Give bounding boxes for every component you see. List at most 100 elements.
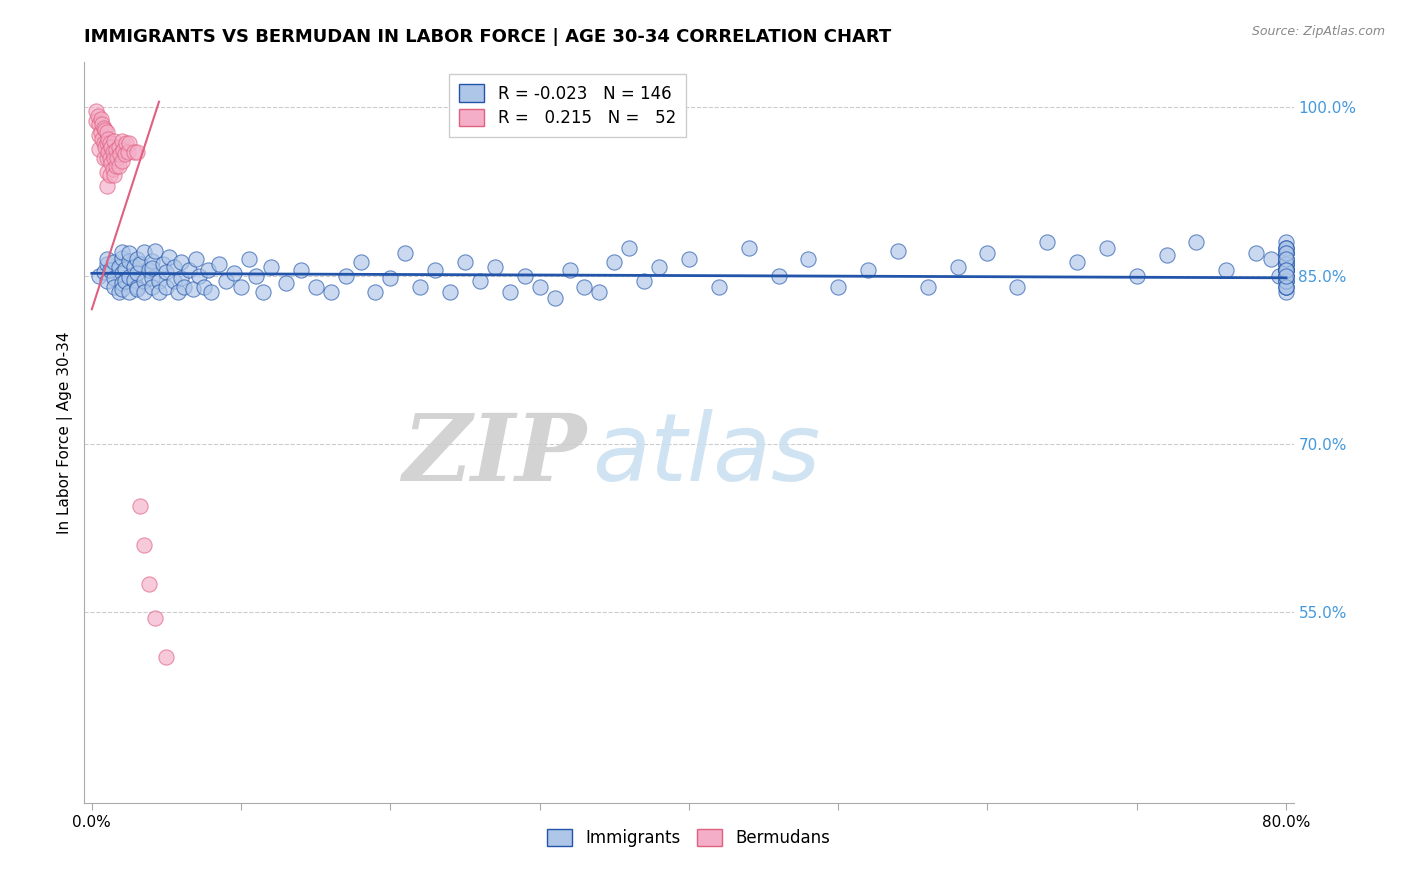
- Point: [1275, 260, 1298, 274]
- Point: [122, 260, 145, 274]
- Point: [380, 270, 402, 285]
- Point: [619, 240, 641, 255]
- Point: [148, 274, 170, 288]
- Point: [103, 168, 125, 182]
- Point: [1275, 246, 1298, 260]
- Point: [112, 143, 135, 157]
- Point: [89, 142, 111, 156]
- Point: [91, 132, 114, 146]
- Point: [96, 178, 118, 193]
- Point: [1275, 268, 1298, 283]
- Point: [122, 273, 145, 287]
- Point: [111, 154, 134, 169]
- Point: [118, 269, 141, 284]
- Point: [319, 285, 342, 300]
- Point: [558, 263, 581, 277]
- Point: [163, 274, 186, 288]
- Point: [148, 285, 170, 300]
- Point: [425, 263, 447, 277]
- Point: [1275, 274, 1298, 288]
- Point: [96, 151, 118, 165]
- Point: [976, 246, 998, 260]
- Text: Source: ZipAtlas.com: Source: ZipAtlas.com: [1251, 25, 1385, 38]
- Point: [111, 245, 134, 260]
- Point: [89, 117, 111, 131]
- Point: [111, 282, 134, 296]
- Point: [118, 246, 141, 260]
- Y-axis label: In Labor Force | Age 30-34: In Labor Force | Age 30-34: [58, 331, 73, 534]
- Point: [103, 280, 125, 294]
- Point: [238, 252, 260, 266]
- Point: [1275, 263, 1298, 277]
- Point: [167, 285, 190, 300]
- Point: [89, 128, 111, 143]
- Point: [114, 261, 136, 276]
- Point: [1275, 255, 1298, 269]
- Point: [98, 263, 121, 277]
- Point: [103, 270, 125, 285]
- Point: [678, 252, 700, 266]
- Point: [91, 117, 114, 131]
- Point: [335, 268, 357, 283]
- Point: [93, 136, 115, 151]
- Point: [111, 277, 134, 291]
- Point: [529, 280, 551, 294]
- Point: [125, 266, 148, 280]
- Point: [1275, 246, 1298, 260]
- Point: [96, 252, 118, 266]
- Point: [1275, 240, 1298, 255]
- Point: [1275, 252, 1298, 266]
- Point: [103, 134, 125, 148]
- Point: [1275, 280, 1298, 294]
- Point: [170, 255, 193, 269]
- Point: [707, 280, 730, 294]
- Point: [1275, 246, 1298, 260]
- Point: [588, 285, 610, 300]
- Point: [96, 274, 118, 288]
- Point: [104, 159, 127, 173]
- Point: [574, 280, 596, 294]
- Point: [499, 285, 522, 300]
- Point: [1267, 268, 1289, 283]
- Point: [1185, 235, 1208, 249]
- Point: [104, 143, 127, 157]
- Point: [274, 277, 297, 291]
- Point: [141, 270, 163, 285]
- Point: [197, 263, 219, 277]
- Point: [97, 132, 120, 146]
- Point: [125, 280, 148, 294]
- Point: [1215, 263, 1237, 277]
- Point: [84, 103, 107, 118]
- Point: [96, 125, 118, 139]
- Point: [96, 165, 118, 179]
- Point: [1275, 285, 1298, 300]
- Point: [1275, 263, 1298, 277]
- Point: [1066, 255, 1088, 269]
- Point: [122, 145, 145, 160]
- Point: [94, 139, 117, 153]
- Point: [100, 156, 122, 170]
- Point: [98, 151, 121, 165]
- Point: [138, 577, 160, 591]
- Point: [143, 610, 166, 624]
- Point: [245, 268, 267, 283]
- Point: [152, 257, 174, 271]
- Point: [93, 120, 115, 135]
- Point: [93, 265, 115, 279]
- Point: [141, 254, 163, 268]
- Point: [222, 266, 245, 280]
- Point: [159, 250, 181, 264]
- Point: [117, 145, 139, 160]
- Point: [1275, 274, 1298, 288]
- Point: [468, 274, 491, 288]
- Point: [394, 246, 416, 260]
- Point: [125, 282, 148, 296]
- Point: [1275, 257, 1298, 271]
- Point: [737, 240, 759, 255]
- Point: [111, 134, 134, 148]
- Point: [648, 260, 671, 274]
- Point: [1095, 240, 1118, 255]
- Point: [186, 252, 208, 266]
- Point: [114, 274, 136, 288]
- Point: [118, 254, 141, 268]
